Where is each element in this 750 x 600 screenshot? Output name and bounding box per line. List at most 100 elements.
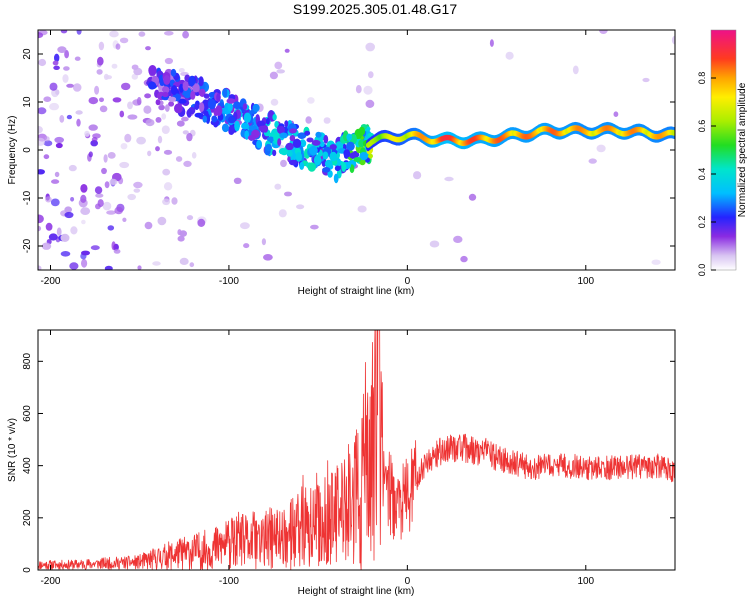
noise-speckle [175, 156, 183, 162]
noise-speckle [114, 206, 123, 215]
signal-blob [266, 136, 275, 142]
signal-blob [306, 137, 314, 143]
noise-speckle [49, 82, 58, 91]
spectrogram-xtick-label: 100 [577, 276, 594, 287]
noise-speckle [460, 255, 468, 263]
noise-speckle [280, 159, 287, 168]
signal-blob [265, 143, 272, 152]
signal-blob [279, 132, 288, 139]
noise-speckle [81, 219, 86, 225]
noise-speckle [49, 102, 60, 111]
signal-blob [329, 151, 338, 162]
noise-speckle [182, 130, 189, 135]
spectrogram-ytick-label: 20 [22, 48, 33, 60]
noise-speckle [131, 73, 138, 80]
spectrogram-ytick-label: 10 [22, 96, 33, 108]
signal-blob [174, 103, 183, 114]
noise-speckle [453, 235, 463, 243]
signal-blob [227, 102, 233, 112]
noise-speckle [191, 152, 197, 159]
noise-speckle [88, 124, 98, 131]
signal-blob [243, 112, 252, 123]
noise-speckle [62, 74, 69, 83]
signal-blob [327, 170, 333, 178]
signal-blob [343, 149, 351, 158]
signal-blob [194, 112, 204, 118]
noise-speckle [38, 137, 46, 146]
signal-blob [190, 90, 196, 100]
noise-speckle [363, 85, 373, 95]
signal-blob [265, 117, 270, 125]
signal-blob [234, 120, 240, 132]
noise-speckle [38, 126, 43, 134]
noise-speckle [98, 41, 105, 51]
noise-speckle [107, 152, 116, 159]
noise-speckle [54, 53, 60, 63]
colorbar-tick-label: 0.4 [697, 168, 707, 181]
noise-speckle [64, 50, 69, 59]
signal-blob [148, 81, 157, 90]
noise-speckle [95, 203, 101, 210]
noise-speckle [119, 110, 125, 118]
noise-speckle [164, 57, 173, 65]
snr-panel: -200 -100 0 100 0 200 400 600 800 Height of stra… [7, 329, 676, 597]
noise-speckle [269, 71, 278, 80]
signal-blob [244, 130, 249, 140]
noise-speckle [186, 132, 193, 142]
noise-speckle [115, 43, 121, 50]
signal-blob [226, 98, 236, 104]
spectrogram-marks [38, 30, 675, 270]
signal-blob [299, 161, 305, 170]
noise-speckle [43, 140, 53, 147]
spectrogram-ylabel: Frequency (Hz) [7, 116, 18, 185]
noise-speckle [101, 167, 107, 175]
signal-blob [358, 139, 365, 148]
noise-speckle [284, 48, 290, 53]
signal-blob [346, 141, 355, 151]
signal-blob [202, 115, 208, 123]
noise-speckle [50, 198, 60, 207]
noise-speckle [95, 193, 104, 198]
signal-blob [155, 99, 161, 106]
noise-speckle [182, 30, 190, 39]
colorbar-tick-label: 0.8 [697, 72, 707, 85]
signal-blob [159, 80, 165, 86]
noise-speckle [143, 105, 152, 114]
noise-speckle [305, 116, 312, 124]
signal-blob [222, 88, 228, 98]
noise-speckle [53, 65, 60, 71]
noise-speckle [76, 118, 81, 127]
noise-speckle [164, 31, 174, 36]
noise-speckle [186, 215, 194, 221]
noise-speckle [599, 30, 608, 34]
noise-speckle [136, 136, 147, 145]
noise-speckle [97, 56, 104, 66]
noise-speckle [54, 136, 64, 144]
noise-speckle [38, 225, 42, 232]
signal-blob [288, 159, 298, 166]
signal-blob [284, 120, 289, 128]
noise-speckle [60, 251, 71, 257]
noise-speckle [263, 253, 273, 261]
signal-blob [248, 125, 258, 131]
signal-blob [277, 125, 285, 134]
noise-speckle [588, 158, 597, 164]
noise-speckle [45, 222, 53, 231]
signal-blob [178, 98, 187, 104]
noise-speckle [132, 99, 142, 106]
noise-speckle [44, 136, 50, 142]
noise-speckle [88, 151, 93, 158]
noise-speckle [189, 262, 195, 268]
noise-speckle [240, 222, 250, 230]
noise-speckle [68, 164, 77, 172]
noise-speckle [177, 235, 185, 242]
signal-blob [198, 76, 204, 87]
noise-speckle [84, 130, 90, 137]
noise-speckle [155, 146, 160, 152]
noise-speckle [107, 225, 115, 231]
signal-blob [164, 104, 170, 112]
noise-speckle [365, 99, 375, 108]
signal-blob [329, 144, 337, 150]
snr-frame [37, 329, 676, 571]
noise-speckle [127, 114, 138, 120]
